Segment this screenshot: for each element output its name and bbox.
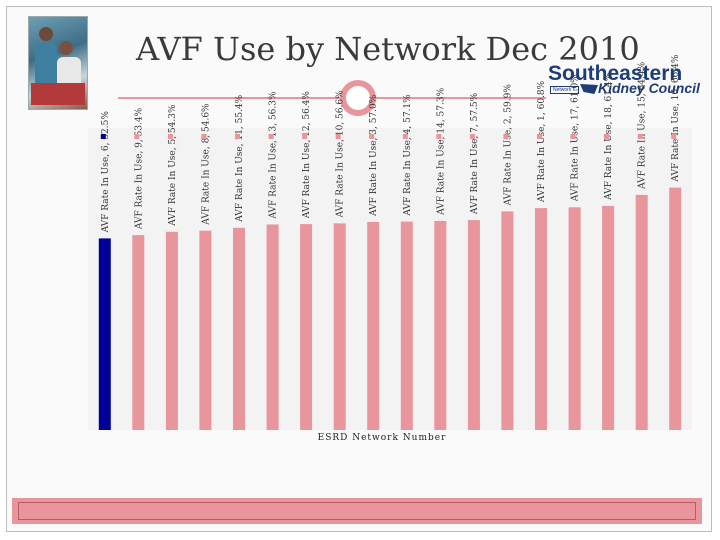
data-label-network-15: AVF Rate In Use, 15, 64.4% [638,61,648,189]
label-marker-network-6 [100,134,106,139]
slide-title: AVF Use by Network Dec 2010 [136,30,640,68]
bar-network-1 [535,208,547,430]
bar-network-11 [233,227,245,430]
data-label-network-2: AVF Rate In Use, 2, 59.9% [503,84,513,207]
label-marker-network-10 [335,134,341,139]
data-label-network-11: AVF Rate In Use, 11, 55.4% [235,94,245,222]
bar-network-14 [434,220,447,430]
data-label-network-12: AVF Rate In Use, 12, 56.4% [302,91,312,219]
footer-band-inner [18,502,696,520]
bar-network-6 [98,238,111,430]
data-label-network-3: AVF Rate In Use, 3, 57.0% [369,94,379,217]
data-label-network-6: AVF Rate In Use, 6, 52.5% [101,111,111,234]
data-label-network-7: AVF Rate In Use, 7, 57.5% [470,92,480,215]
bar-network-5 [165,231,178,430]
data-label-network-16: AVF Rate In Use, 16, 66.4% [671,54,681,182]
data-label-network-1: AVF Rate In Use, 1, 60.8% [537,80,547,203]
title-rule-right [376,97,546,99]
bar-network-4 [400,221,413,430]
bar-network-13 [266,224,279,430]
logo-map-icon [580,84,598,94]
bar-network-18 [602,205,615,430]
title-rule-left [118,97,340,99]
label-marker-network-16 [671,134,677,139]
label-marker-network-8 [201,134,207,139]
label-marker-network-1 [537,134,542,139]
data-label-network-10: AVF Rate In Use, 10, 56.6% [336,90,346,218]
bar-network-8 [199,230,212,430]
logo-network-tag: Network 6 [550,86,579,94]
label-marker-network-5 [167,134,173,139]
chart-plot-area [88,128,692,430]
label-marker-network-18 [604,134,610,139]
label-marker-network-4 [402,134,408,139]
data-label-network-8: AVF Rate In Use, 8, 54.6% [201,103,211,226]
data-label-network-13: AVF Rate In Use, 13, 56.3% [269,91,279,219]
bar-network-7 [467,220,480,430]
label-marker-network-13 [268,134,274,139]
label-marker-network-14 [436,134,442,139]
logo-kidney-council: Kidney Council [598,80,700,96]
data-label-network-4: AVF Rate In Use, 4, 57.1% [403,94,413,217]
bar-network-12 [300,224,313,430]
label-marker-network-2 [503,134,509,139]
data-label-network-5: AVF Rate In Use, 5, 54.3% [168,104,178,227]
bar-network-3 [367,222,380,430]
logo-southeastern: Southeastern [548,62,683,85]
bar-network-10 [333,223,346,430]
bar-network-16 [669,187,682,430]
label-marker-network-9 [134,134,140,139]
bar-network-2 [501,211,514,430]
bar-network-15 [635,194,648,430]
bar-network-9 [132,235,145,430]
label-marker-network-17 [570,134,576,139]
decorative-ring-icon [340,80,376,116]
clinic-photo [28,16,88,110]
label-marker-network-11 [235,134,240,139]
label-marker-network-7 [469,134,475,139]
x-axis-label: ESRD Network Number [318,433,447,443]
bar-network-17 [568,207,581,430]
label-marker-network-12 [302,134,308,139]
data-label-network-14: AVF Rate In Use, 14, 57.3% [436,87,446,215]
data-label-network-9: AVF Rate In Use, 9, 53.4% [134,107,144,230]
label-marker-network-15 [637,134,643,139]
label-marker-network-3 [369,134,375,139]
